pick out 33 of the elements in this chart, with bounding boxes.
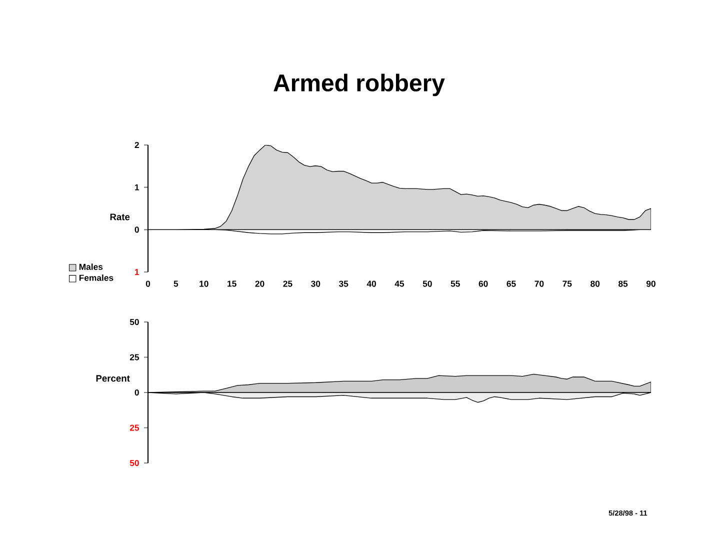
x-tick-label: 40	[366, 280, 376, 287]
y-tick-label: 25	[130, 354, 140, 360]
y-tick-label: 1	[135, 269, 140, 275]
y-tick-label: 2	[134, 142, 139, 148]
x-tick-label: 55	[450, 280, 460, 287]
x-tick-label: 45	[394, 280, 404, 287]
y-tick-label: 0	[134, 389, 139, 396]
x-tick-label: 5	[174, 280, 178, 287]
x-tick-label: 10	[200, 280, 208, 287]
x-tick-label: 75	[562, 280, 572, 287]
x-tick-label: 80	[590, 280, 600, 287]
y-tick-label: 50	[130, 460, 139, 466]
x-tick-label: 60	[478, 280, 488, 287]
y-tick-label: 50	[130, 318, 139, 326]
x-tick-label: 35	[338, 280, 348, 287]
x-tick-label: 30	[311, 280, 320, 287]
chart-title: Armed robbery	[274, 74, 445, 96]
y-tick-label: 25	[130, 424, 140, 431]
legend-label: Males	[79, 264, 103, 270]
x-tick-label: 20	[255, 280, 264, 287]
legend-label: Females	[79, 274, 114, 281]
x-tick-label: 0	[146, 280, 150, 287]
x-tick-label: 70	[534, 280, 544, 287]
y-tick-label: 1	[135, 184, 140, 190]
x-tick-label: 85	[618, 280, 628, 287]
x-tick-label: 15	[228, 280, 236, 287]
y-tick-label: 0	[134, 226, 139, 233]
x-tick-label: 25	[283, 280, 292, 287]
x-tick-label: 90	[646, 280, 656, 287]
x-tick-label: 65	[506, 280, 516, 287]
x-tick-label: 50	[422, 280, 432, 287]
y-axis-title: Rate	[110, 214, 130, 220]
y-axis-title: Percent	[96, 375, 130, 382]
